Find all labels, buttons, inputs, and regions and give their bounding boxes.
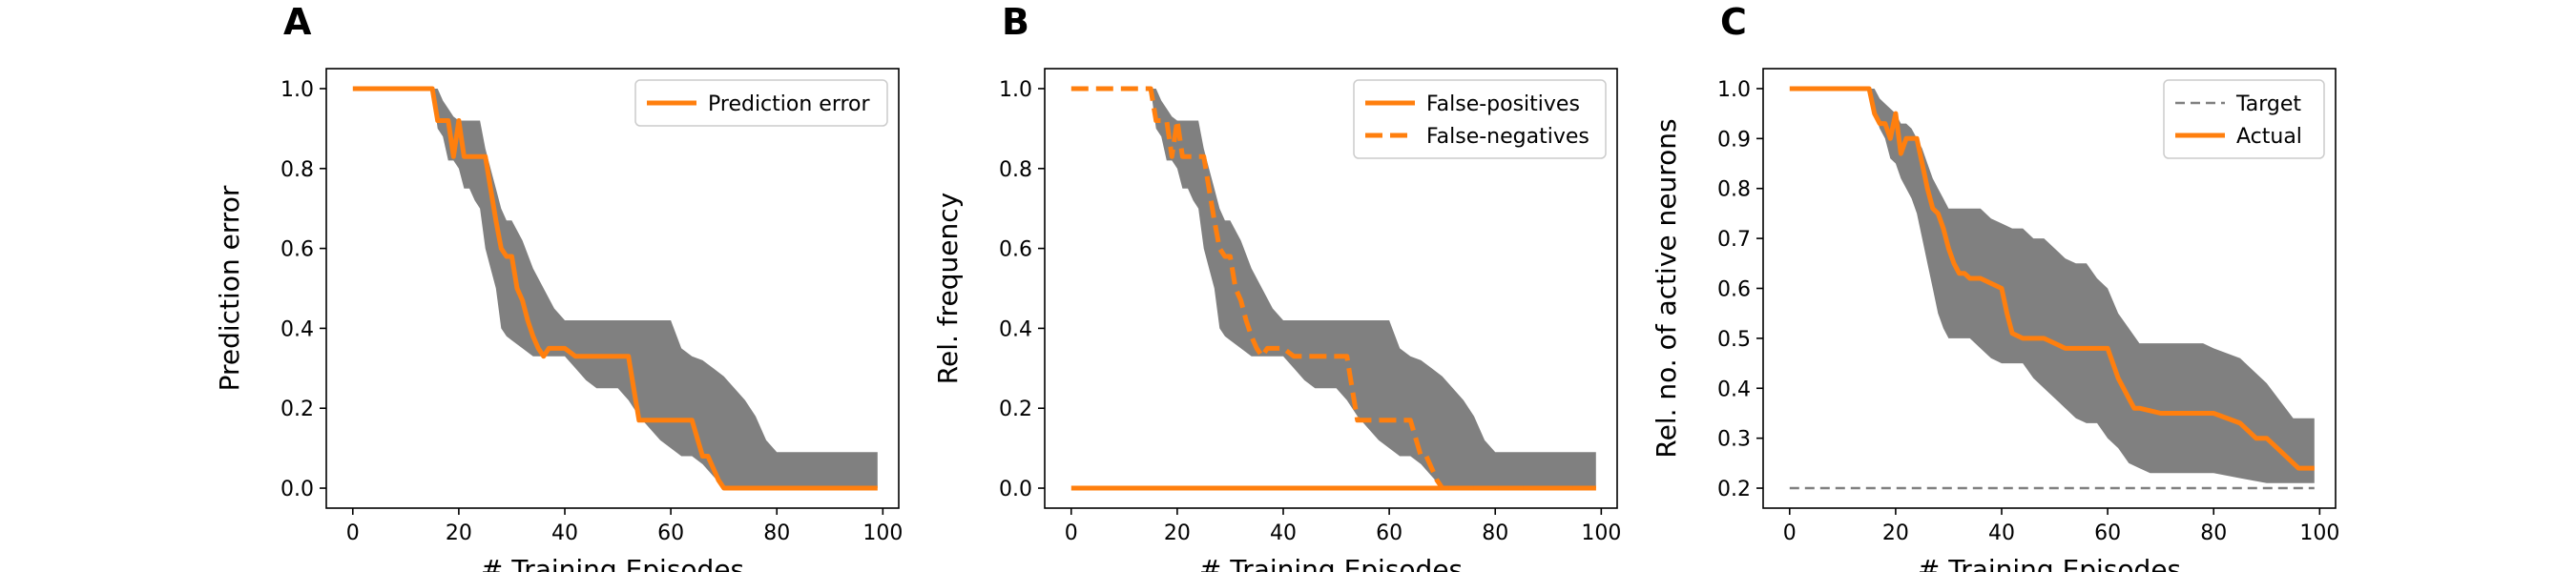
legend-label: False-positives xyxy=(1426,92,1580,116)
y-tick-label: 0.9 xyxy=(1717,128,1751,152)
y-tick-label: 0.0 xyxy=(280,478,314,501)
y-tick-label: 0.8 xyxy=(999,158,1032,182)
legend-label: Actual xyxy=(2236,125,2302,149)
x-tick-label: 0 xyxy=(1065,521,1078,545)
y-tick-label: 1.0 xyxy=(280,78,314,102)
y-tick-label: 0.8 xyxy=(280,158,314,182)
x-tick-label: 100 xyxy=(862,521,903,545)
y-tick-label: 1.0 xyxy=(999,78,1032,102)
x-tick-label: 0 xyxy=(1783,521,1797,545)
panel-c: C 0 20 40 60 80 100 0.2 0.3 0.4 0.5 0.6 0.7 0.8 0.9 1.0… xyxy=(1651,1,2339,572)
x-tick-label: 60 xyxy=(2094,521,2121,545)
legend-label: Prediction error xyxy=(708,92,870,116)
y-tick-label: 0.3 xyxy=(1717,428,1751,452)
variability-band xyxy=(1070,89,1596,488)
legend-box xyxy=(634,79,888,127)
plot-frame xyxy=(325,68,900,509)
legend-box xyxy=(1353,79,1607,159)
y-tick-label: 0.2 xyxy=(1717,478,1751,501)
x-axis-label: # Training Episodes xyxy=(1918,554,2181,572)
x-tick-label: 60 xyxy=(1376,521,1402,545)
x-axis-label: # Training Episodes xyxy=(1199,554,1463,572)
y-axis-label: Prediction error xyxy=(214,185,245,391)
plot-frame xyxy=(1044,68,1618,509)
x-tick-label: 20 xyxy=(1882,521,1909,545)
x-axis-label: # Training Episodes xyxy=(481,554,744,572)
panel-b: B 0 20 40 60 80 100 0.0 0.2 0.4 0.6 0.8 1.0 # Trainin… xyxy=(932,1,1621,572)
series-line-actual xyxy=(1789,86,2315,471)
x-tick-label: 20 xyxy=(446,521,472,545)
legend: Target Actual xyxy=(2163,79,2325,159)
legend: Prediction error xyxy=(634,79,888,127)
x-tick-label: 0 xyxy=(346,521,360,545)
legend: False-positives False-negatives xyxy=(1353,79,1607,159)
x-tick-label: 80 xyxy=(1482,521,1508,545)
y-tick-label: 0.8 xyxy=(1717,178,1751,202)
y-tick-label: 0.7 xyxy=(1717,228,1751,252)
series-line-false-negatives xyxy=(1070,86,1596,491)
y-tick-label: 0.4 xyxy=(999,317,1032,341)
y-axis-label: Rel. frequency xyxy=(932,193,964,384)
panel-a: A 0 20 40 60 80 100 0.0 0.2 0.4 0.6 0.8 1.0 # Trainin… xyxy=(214,1,903,572)
variability-band xyxy=(1789,89,2315,483)
x-tick-label: 80 xyxy=(2200,521,2227,545)
x-tick-label: 40 xyxy=(1988,521,2015,545)
x-tick-label: 100 xyxy=(2299,521,2339,545)
y-tick-label: 1.0 xyxy=(1717,78,1751,102)
y-tick-label: 0.0 xyxy=(999,478,1032,501)
y-tick-label: 0.5 xyxy=(1717,328,1751,352)
series-line-prediction-error xyxy=(352,86,878,491)
panel-letter: A xyxy=(283,1,312,43)
y-tick-label: 0.4 xyxy=(1717,378,1751,401)
legend-label: Target xyxy=(2235,92,2301,116)
y-tick-label: 0.2 xyxy=(999,398,1032,421)
x-tick-label: 60 xyxy=(657,521,684,545)
y-tick-label: 0.6 xyxy=(1717,278,1751,302)
y-tick-label: 0.2 xyxy=(280,398,314,421)
panel-letter: B xyxy=(1002,1,1029,43)
y-axis-label: Rel. no. of active neurons xyxy=(1651,118,1682,458)
variability-band xyxy=(352,89,878,488)
y-tick-label: 0.6 xyxy=(280,238,314,262)
y-tick-label: 0.4 xyxy=(280,317,314,341)
x-tick-label: 40 xyxy=(551,521,578,545)
legend-box xyxy=(2163,79,2325,159)
x-tick-label: 100 xyxy=(1581,521,1621,545)
y-tick-label: 0.6 xyxy=(999,238,1032,262)
x-tick-label: 80 xyxy=(763,521,790,545)
x-tick-label: 20 xyxy=(1164,521,1191,545)
x-tick-label: 40 xyxy=(1270,521,1297,545)
legend-label: False-negatives xyxy=(1426,125,1589,149)
panel-letter: C xyxy=(1720,1,1747,43)
